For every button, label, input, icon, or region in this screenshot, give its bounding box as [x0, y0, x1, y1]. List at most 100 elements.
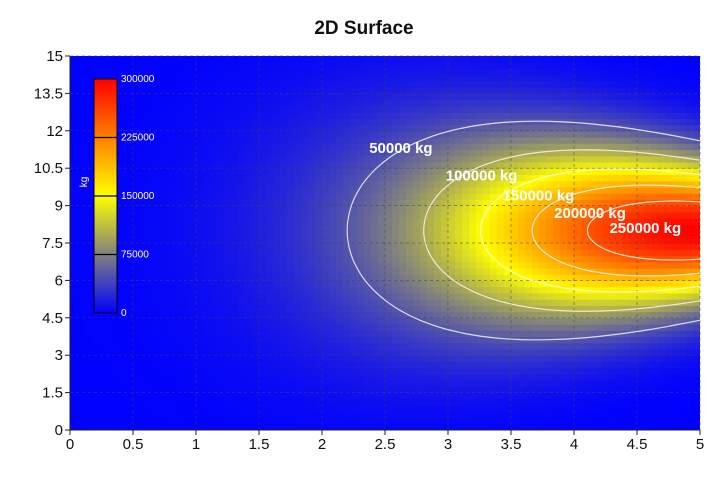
heatmap-cell [504, 274, 512, 281]
heatmap-cell [315, 324, 323, 331]
heatmap-cell [532, 299, 540, 306]
heatmap-cell [294, 355, 302, 363]
heatmap-cell [329, 205, 337, 213]
heatmap-cell [203, 417, 211, 425]
heatmap-cell [343, 130, 351, 138]
heatmap-cell [294, 255, 302, 263]
heatmap-cell [343, 74, 351, 82]
heatmap-cell [399, 411, 407, 419]
heatmap-cell [273, 186, 281, 194]
heatmap-cell [287, 105, 295, 113]
heatmap-cell [462, 292, 470, 300]
heatmap-cell [133, 87, 141, 94]
heatmap-cell [553, 149, 561, 157]
heatmap-cell [259, 205, 267, 213]
heatmap-cell [161, 174, 169, 182]
heatmap-cell [602, 367, 610, 375]
heatmap-cell [322, 330, 330, 338]
heatmap-cell [245, 336, 253, 344]
heatmap-cell [273, 99, 281, 107]
heatmap-cell [147, 68, 155, 76]
heatmap-cell [294, 205, 302, 213]
heatmap-cell [364, 398, 372, 406]
heatmap-cell [322, 93, 330, 101]
heatmap-cell [462, 155, 470, 163]
heatmap-cell [336, 130, 344, 138]
heatmap-cell [567, 230, 575, 238]
heatmap-cell [126, 274, 134, 281]
heatmap-cell [133, 180, 141, 188]
heatmap-cell [567, 87, 575, 94]
heatmap-cell [161, 267, 169, 275]
heatmap-cell [287, 355, 295, 363]
heatmap-cell [301, 386, 309, 394]
heatmap-cell [231, 211, 239, 219]
heatmap-cell [616, 286, 624, 294]
heatmap-cell [273, 342, 281, 350]
heatmap-cell [301, 205, 309, 213]
heatmap-cell [441, 299, 449, 306]
heatmap-cell [343, 274, 351, 281]
heatmap-cell [245, 168, 253, 176]
heatmap-cell [644, 224, 652, 232]
heatmap-cell [154, 112, 162, 119]
heatmap-cell [161, 305, 169, 313]
heatmap-cell [287, 280, 295, 288]
heatmap-cell [581, 249, 589, 257]
heatmap-cell [574, 174, 582, 182]
heatmap-cell [84, 211, 92, 219]
heatmap-cell [616, 174, 624, 182]
heatmap-cell [364, 93, 372, 101]
heatmap-cell [434, 68, 442, 76]
heatmap-cell [553, 155, 561, 163]
heatmap-cell [70, 118, 78, 126]
heatmap-cell [427, 62, 435, 70]
heatmap-cell [217, 261, 225, 269]
heatmap-cell [217, 280, 225, 288]
heatmap-cell [616, 68, 624, 76]
heatmap-cell [644, 230, 652, 238]
heatmap-cell [420, 423, 428, 430]
heatmap-cell [546, 280, 554, 288]
heatmap-cell [392, 211, 400, 219]
chart-title: 2D Surface [314, 18, 414, 39]
heatmap-cell [553, 355, 561, 363]
heatmap-cell [189, 305, 197, 313]
heatmap-cell [308, 105, 316, 113]
heatmap-cell [553, 186, 561, 194]
heatmap-cell [532, 168, 540, 176]
heatmap-cell [539, 56, 547, 63]
heatmap-cell [280, 143, 288, 151]
heatmap-cell [350, 311, 358, 319]
heatmap-cell [413, 417, 421, 425]
heatmap-cell [315, 386, 323, 394]
heatmap-cell [287, 93, 295, 101]
heatmap-cell [420, 68, 428, 76]
heatmap-cell [532, 261, 540, 269]
heatmap-cell [413, 112, 421, 119]
heatmap-cell [70, 236, 78, 244]
heatmap-cell [168, 56, 176, 63]
heatmap-cell [126, 380, 134, 387]
heatmap-cell [490, 205, 498, 213]
heatmap-cell [266, 342, 274, 350]
heatmap-cell [126, 348, 134, 356]
heatmap-cell [399, 62, 407, 70]
heatmap-cell [448, 230, 456, 238]
heatmap-cell [630, 423, 638, 430]
heatmap-cell [70, 286, 78, 294]
heatmap-cell [490, 62, 498, 70]
heatmap-cell [385, 280, 393, 288]
heatmap-cell [595, 112, 603, 119]
heatmap-cell [133, 224, 141, 232]
heatmap-cell [343, 367, 351, 375]
heatmap-cell [119, 280, 127, 288]
heatmap-cell [574, 62, 582, 70]
heatmap-cell [343, 311, 351, 319]
heatmap-cell [168, 112, 176, 119]
heatmap-cell [532, 236, 540, 244]
heatmap-cell [294, 398, 302, 406]
heatmap-cell [266, 267, 274, 275]
heatmap-cell [490, 324, 498, 331]
heatmap-cell [616, 80, 624, 88]
